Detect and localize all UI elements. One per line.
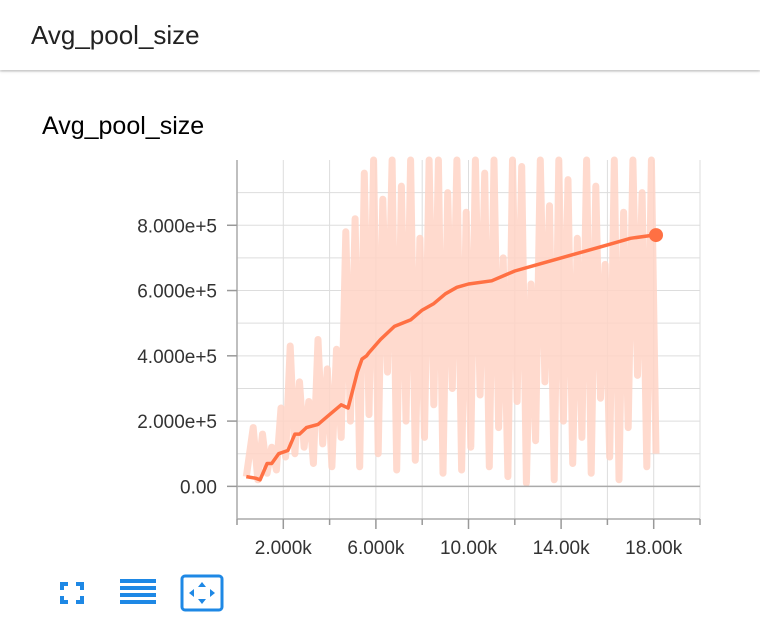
x-tick-label: 14.00k [533,538,591,559]
y-tick-label: 4.000e+5 [137,347,217,368]
toggle-log-scale-button[interactable] [116,574,160,612]
card-header-title: Avg_pool_size [31,20,200,50]
fullscreen-button[interactable] [50,574,94,612]
chart-svg[interactable]: 2.000k 6.000k 10.00k 14.00k 18.00k 0.00 2.000e… [0,72,760,640]
raw-series-line [242,156,660,487]
y-tick-label: 0.00 [180,477,217,498]
last-point-marker [649,228,664,243]
y-tick-label: 8.000e+5 [137,216,217,237]
card-header[interactable]: Avg_pool_size [0,0,760,70]
chart-card: Avg_pool_size 2.000k 6.000k 10.00k 14.00k 18… [0,72,760,640]
x-tick-label: 2.000k [255,538,313,559]
tick-labels: 2.000k 6.000k 10.00k 14.00k 18.00k 0.00 2.000e… [137,216,683,559]
x-tick-label: 10.00k [440,538,498,559]
chart-axes [227,160,701,529]
raw-series [242,156,660,487]
y-tick-label: 6.000e+5 [137,282,217,303]
smoothed-series-line [246,233,654,482]
smoothed-series [246,228,664,482]
fullscreen-icon [60,582,84,604]
toggle-log-scale-icon [120,579,156,604]
x-tick-label: 6.000k [347,538,405,559]
fit-domain-icon [180,574,224,612]
x-tick-label: 18.00k [625,538,683,559]
chart-title: Avg_pool_size [42,112,205,140]
fit-domain-button[interactable] [180,574,224,612]
y-tick-label: 2.000e+5 [137,412,217,433]
